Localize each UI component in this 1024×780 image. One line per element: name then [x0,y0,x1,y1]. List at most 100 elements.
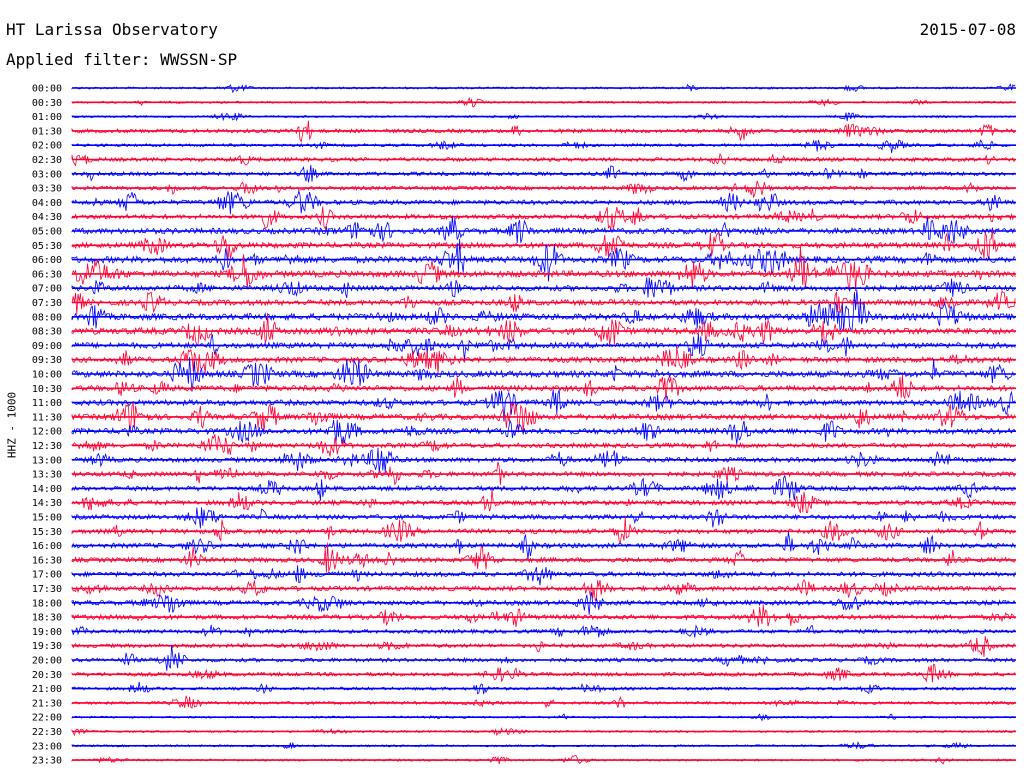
seismic-trace [71,565,1016,586]
trace-row-1030: 10:30 [32,374,1016,403]
seismic-trace [71,681,1016,695]
seismic-trace [71,112,1016,122]
row-time-label: 00:30 [32,98,62,109]
row-time-label: 08:00 [32,312,62,323]
seismic-trace [71,333,1016,362]
trace-row-2100: 21:00 [32,681,1016,695]
trace-row-1900: 19:00 [32,624,1016,638]
row-time-label: 06:30 [32,269,62,280]
trace-row-2000: 20:00 [32,645,1016,671]
trace-row-0600: 06:00 [32,238,1016,282]
row-time-label: 19:30 [32,641,62,652]
trace-row-2130: 21:30 [32,695,1016,709]
seismic-trace [71,247,1016,292]
seismic-trace [71,461,1016,486]
row-time-label: 07:30 [32,298,62,309]
trace-row-2030: 20:30 [32,663,1016,683]
trace-row-1230: 12:30 [32,434,1016,457]
trace-row-1730: 17:30 [32,579,1016,601]
seismic-trace [71,419,1016,445]
record-date: 2015-07-08 [919,20,1016,39]
trace-row-0000: 00:00 [32,83,1016,95]
row-time-label: 11:30 [32,412,62,423]
trace-row-0700: 07:00 [32,277,1016,299]
trace-row-0030: 00:30 [32,96,1016,109]
trace-row-1130: 11:30 [32,402,1016,434]
trace-row-0330: 03:30 [32,180,1016,199]
seismic-trace [71,120,1016,143]
row-time-label: 10:30 [32,384,62,395]
row-time-label: 15:00 [32,513,62,524]
row-time-label: 22:00 [32,713,62,724]
row-time-label: 07:00 [32,284,62,295]
row-time-label: 15:30 [32,527,62,538]
seismic-trace [71,507,1016,529]
seismic-trace [71,347,1016,375]
row-time-label: 11:00 [32,398,62,409]
row-time-label: 14:00 [32,484,62,495]
row-time-label: 09:30 [32,355,62,366]
trace-row-1000: 10:00 [32,357,1016,392]
row-time-label: 16:00 [32,541,62,552]
row-time-label: 22:30 [32,727,62,738]
seismic-trace [71,663,1016,683]
trace-row-0500: 05:00 [32,215,1016,244]
seismic-trace [71,206,1016,231]
row-time-label: 12:30 [32,441,62,452]
seismic-trace [71,592,1016,615]
trace-row-0300: 03:00 [32,164,1016,183]
seismic-trace [71,542,1016,573]
trace-row-1830: 18:30 [32,604,1016,627]
row-time-label: 09:00 [32,341,62,352]
seismic-trace [71,313,1016,348]
seismic-trace [71,402,1016,434]
seismic-trace [71,624,1016,638]
row-time-label: 19:00 [32,627,62,638]
trace-row-1430: 14:30 [32,489,1016,514]
trace-row-0530: 05:30 [32,230,1016,261]
seismic-trace [71,230,1016,261]
trace-row-1800: 18:00 [32,592,1016,615]
trace-row-1100: 11:00 [32,389,1016,422]
row-time-label: 21:00 [32,684,62,695]
seismic-trace [71,374,1016,403]
trace-row-1400: 14:00 [32,474,1016,501]
seismic-trace [71,604,1016,627]
seismic-trace [71,645,1016,671]
seismic-trace [71,189,1016,215]
trace-row-0130: 01:30 [32,120,1016,143]
seismic-trace [71,357,1016,392]
row-time-label: 17:00 [32,570,62,581]
seismic-trace [71,277,1016,299]
seismic-trace [71,447,1016,474]
trace-row-0900: 09:00 [32,333,1016,362]
trace-row-1930: 19:30 [32,636,1016,657]
trace-row-0230: 02:30 [32,152,1016,167]
seismic-trace [71,713,1016,722]
observatory-title: HT Larissa Observatory [6,20,218,39]
trace-row-0100: 01:00 [32,112,1016,123]
row-time-label: 04:30 [32,212,62,223]
row-time-label: 06:00 [32,255,62,266]
trace-row-0800: 08:00 [32,289,1016,332]
row-time-label: 20:30 [32,670,62,681]
row-time-label: 18:00 [32,598,62,609]
row-time-label: 08:30 [32,327,62,338]
row-time-label: 12:00 [32,427,62,438]
seismic-trace [71,727,1016,737]
row-time-label: 23:00 [32,741,62,752]
row-time-label: 03:30 [32,184,62,195]
seismic-trace [71,434,1016,457]
seismic-trace [71,289,1016,332]
seismic-trace [71,695,1016,709]
row-time-label: 21:30 [32,698,62,709]
row-time-label: 02:00 [32,141,62,152]
seismic-trace [71,389,1016,422]
trace-row-1700: 17:00 [32,565,1016,586]
seismic-trace [71,215,1016,244]
seismic-trace [71,755,1016,765]
row-time-label: 01:00 [32,112,62,123]
trace-row-2230: 22:30 [32,727,1016,738]
trace-row-1300: 13:00 [32,447,1016,474]
